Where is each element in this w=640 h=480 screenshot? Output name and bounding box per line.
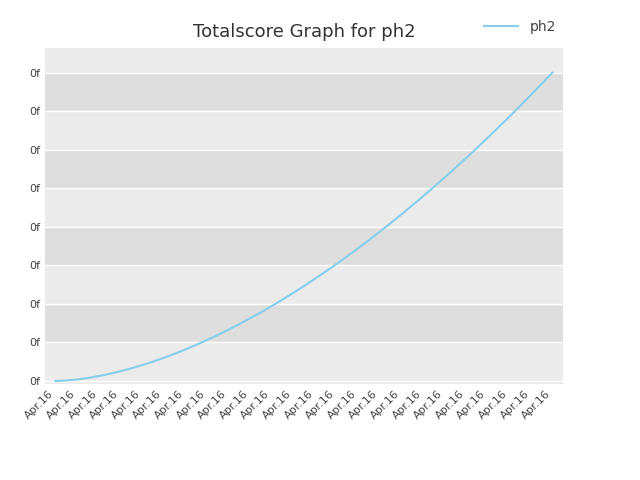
ph2 [502,117,509,123]
Bar [45,111,563,150]
ph2 [346,252,353,257]
Bar [45,188,563,227]
ph2 [356,244,364,250]
Legend: ph2: ph2 [478,14,561,40]
Title: Totalscore Graph for ph2: Totalscore Graph for ph2 [193,23,415,41]
ph2 [348,251,355,256]
Bar [45,265,563,304]
Bar [45,150,563,188]
Bar [45,304,563,342]
Bar [45,227,563,265]
ph2 [52,378,60,384]
Bar [45,72,563,111]
ph2 [470,147,478,153]
Bar [45,48,563,72]
ph2 [548,70,556,75]
Line: ph2: ph2 [56,72,552,381]
Bar [45,342,563,381]
ph2 [53,378,61,384]
